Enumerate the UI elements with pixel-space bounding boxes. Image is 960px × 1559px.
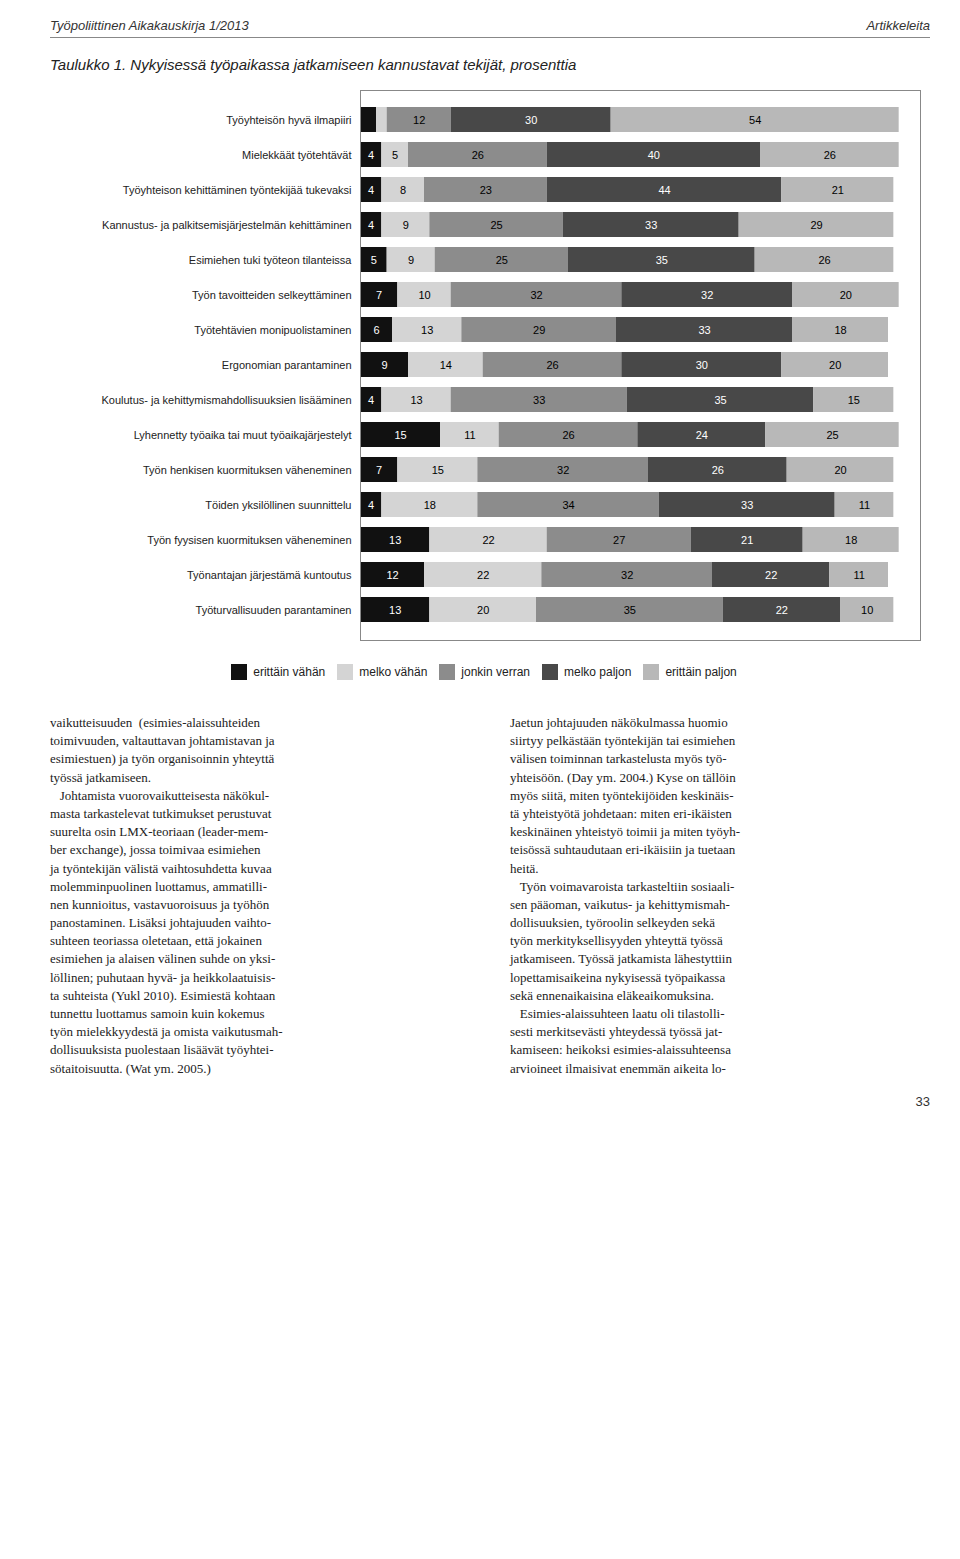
html-text:33: 33: [915, 1093, 930, 1109]
svg-text:Työn fyysisen kuormituksen väh: Työn fyysisen kuormituksen väheneminen: [147, 534, 351, 546]
svg-text:26: 26: [712, 464, 724, 476]
svg-text:Ergonomian parantaminen: Ergonomian parantaminen: [222, 359, 352, 371]
svg-text:29: 29: [810, 219, 822, 231]
svg-text:33: 33: [698, 324, 710, 336]
svg-text:10: 10: [861, 604, 873, 616]
svg-text:20: 20: [834, 464, 846, 476]
svg-text:24: 24: [696, 429, 708, 441]
html-text:melko vähän: melko vähän: [359, 664, 428, 679]
svg-text:Lyhennetty työaika tai muut ty: Lyhennetty työaika tai muut työaikajärje…: [134, 429, 352, 441]
html-text:vaikutteisuuden (esimies-alais: vaikutteisuuden (esimies-alaissuhteiden …: [50, 715, 283, 1076]
svg-text:26: 26: [546, 359, 558, 371]
svg-text:13: 13: [389, 604, 401, 616]
svg-text:30: 30: [525, 114, 537, 126]
svg-text:22: 22: [482, 534, 494, 546]
svg-text:18: 18: [424, 499, 436, 511]
html-text:Työpoliittinen Aikakauskirja 1: Työpoliittinen Aikakauskirja 1/2013: [50, 18, 249, 33]
svg-text:26: 26: [818, 254, 830, 266]
svg-text:14: 14: [440, 359, 452, 371]
svg-text:4: 4: [368, 184, 374, 196]
svg-text:12: 12: [386, 569, 398, 581]
html-text:Jaetun johtajuuden näkökulmass: Jaetun johtajuuden näkökulmassa huomio s…: [510, 715, 740, 1076]
svg-text:Kannustus- ja palkitsemisjärje: Kannustus- ja palkitsemisjärjestelmän ke…: [102, 219, 351, 231]
svg-text:Mielekkäät työtehtävät: Mielekkäät työtehtävät: [242, 149, 351, 161]
svg-text:54: 54: [749, 114, 761, 126]
svg-text:20: 20: [477, 604, 489, 616]
svg-text:27: 27: [613, 534, 625, 546]
html-text:erittäin vähän: erittäin vähän: [253, 664, 326, 679]
svg-text:5: 5: [371, 254, 377, 266]
svg-text:33: 33: [741, 499, 753, 511]
svg-text:20: 20: [840, 289, 852, 301]
svg-text:11: 11: [464, 429, 475, 441]
svg-text:9: 9: [381, 359, 387, 371]
svg-text:32: 32: [557, 464, 569, 476]
html-text:Taulukko 1. Nykyisessä työpaik: Taulukko 1. Nykyisessä työpaikassa jatka…: [50, 56, 577, 73]
svg-text:15: 15: [394, 429, 406, 441]
svg-text:22: 22: [765, 569, 777, 581]
svg-text:11: 11: [853, 569, 864, 581]
svg-text:Esimiehen tuki työteon tilante: Esimiehen tuki työteon tilanteissa: [189, 254, 353, 266]
svg-text:Työn tavoitteiden selkeyttämin: Työn tavoitteiden selkeyttäminen: [192, 289, 352, 301]
svg-text:Työtehtävien monipuolistaminen: Työtehtävien monipuolistaminen: [194, 324, 351, 336]
svg-text:9: 9: [408, 254, 414, 266]
svg-text:12: 12: [413, 114, 425, 126]
svg-text:25: 25: [490, 219, 502, 231]
svg-text:44: 44: [658, 184, 670, 196]
svg-text:40: 40: [648, 149, 660, 161]
svg-text:4: 4: [368, 499, 374, 511]
svg-text:4: 4: [368, 394, 374, 406]
svg-text:8: 8: [400, 184, 406, 196]
svg-text:15: 15: [848, 394, 860, 406]
svg-text:Työturvallisuuden parantaminen: Työturvallisuuden parantaminen: [196, 604, 352, 616]
svg-text:33: 33: [645, 219, 657, 231]
svg-text:9: 9: [403, 219, 409, 231]
html-text:jonkin verran: jonkin verran: [461, 664, 530, 679]
svg-text:5: 5: [392, 149, 398, 161]
svg-text:13: 13: [421, 324, 433, 336]
svg-text:33: 33: [533, 394, 545, 406]
svg-text:35: 35: [656, 254, 668, 266]
svg-text:21: 21: [832, 184, 844, 196]
svg-text:32: 32: [621, 569, 633, 581]
svg-text:29: 29: [533, 324, 545, 336]
svg-text:25: 25: [496, 254, 508, 266]
svg-text:4: 4: [368, 219, 374, 231]
svg-text:Koulutus- ja kehittymismahdoll: Koulutus- ja kehittymismahdollisuuksien …: [101, 394, 351, 406]
svg-text:Työnantajan järjestämä kuntout: Työnantajan järjestämä kuntoutus: [187, 569, 352, 581]
svg-text:22: 22: [477, 569, 489, 581]
svg-text:26: 26: [472, 149, 484, 161]
svg-text:23: 23: [480, 184, 492, 196]
html-text:Artikkeleita: Artikkeleita: [866, 18, 930, 33]
svg-text:35: 35: [624, 604, 636, 616]
svg-text:13: 13: [410, 394, 422, 406]
svg-text:Työn henkisen kuormituksen väh: Työn henkisen kuormituksen väheneminen: [143, 464, 352, 476]
svg-text:18: 18: [845, 534, 857, 546]
svg-text:26: 26: [824, 149, 836, 161]
svg-text:7: 7: [376, 289, 382, 301]
svg-text:Työyhteison kehittäminen työnt: Työyhteison kehittäminen työntekijää tuk…: [123, 184, 352, 196]
svg-text:22: 22: [776, 604, 788, 616]
svg-text:21: 21: [741, 534, 753, 546]
svg-text:4: 4: [368, 149, 374, 161]
svg-text:32: 32: [530, 289, 542, 301]
html-text:erittäin paljon: erittäin paljon: [665, 664, 737, 679]
svg-text:Töiden yksilöllinen suunnittel: Töiden yksilöllinen suunnittelu: [205, 499, 351, 511]
svg-text:6: 6: [373, 324, 379, 336]
svg-text:Työyhteisön hyvä ilmapiiri: Työyhteisön hyvä ilmapiiri: [226, 114, 351, 126]
svg-text:25: 25: [826, 429, 838, 441]
svg-text:10: 10: [418, 289, 430, 301]
svg-text:35: 35: [714, 394, 726, 406]
html-text:melko paljon: melko paljon: [564, 664, 632, 679]
svg-text:13: 13: [389, 534, 401, 546]
svg-text:15: 15: [432, 464, 444, 476]
svg-text:18: 18: [834, 324, 846, 336]
svg-text:26: 26: [562, 429, 574, 441]
svg-text:34: 34: [562, 499, 574, 511]
svg-text:11: 11: [859, 499, 870, 511]
svg-text:30: 30: [696, 359, 708, 371]
svg-text:20: 20: [829, 359, 841, 371]
svg-text:7: 7: [376, 464, 382, 476]
svg-text:32: 32: [701, 289, 713, 301]
